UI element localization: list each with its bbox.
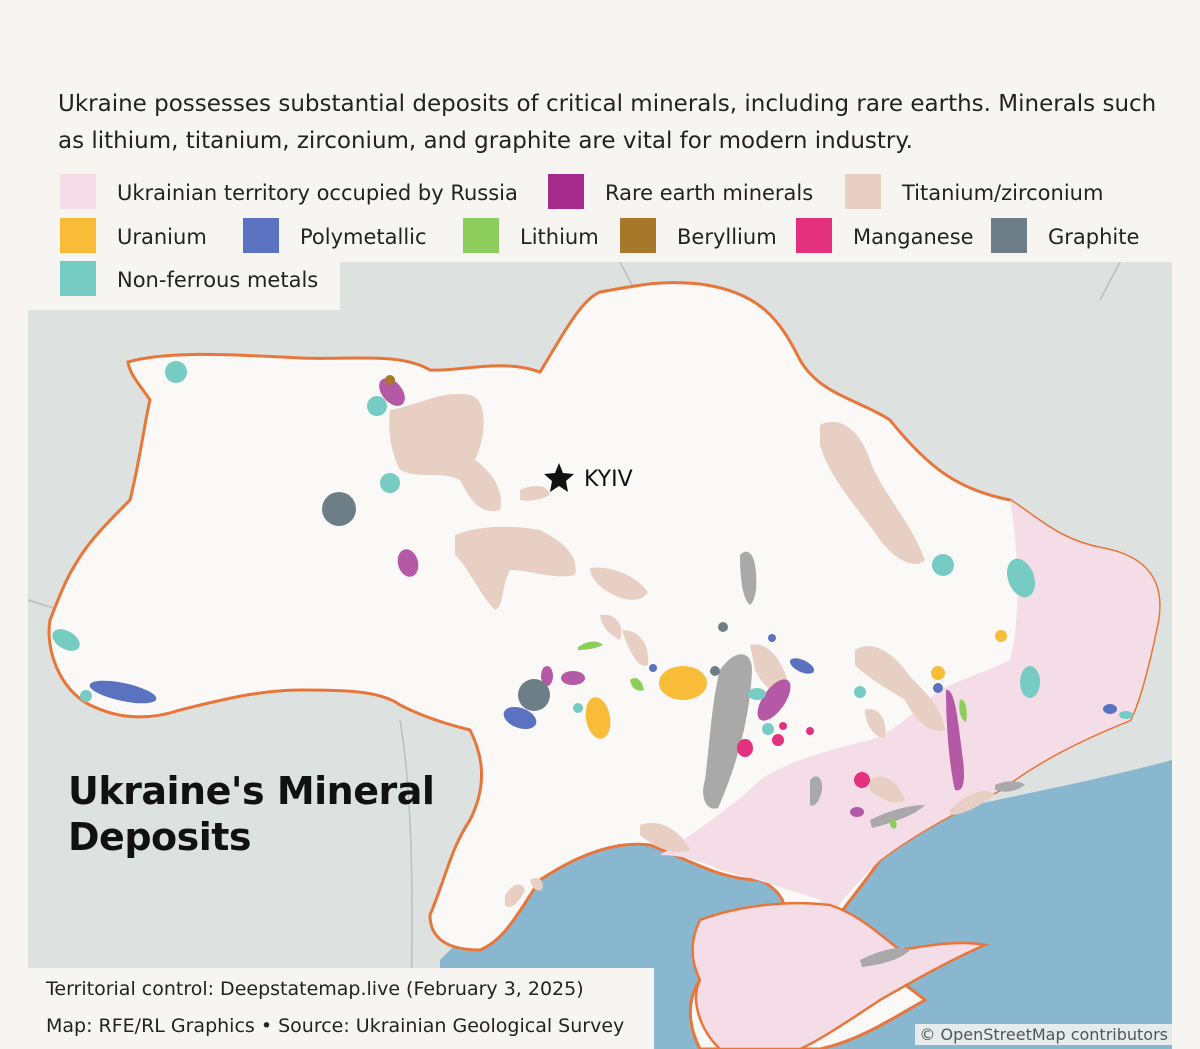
map-title-line1: Ukraine's Mineral — [68, 769, 435, 813]
manganese-deposits — [737, 722, 870, 788]
legend-swatch-titanium-zirconium — [845, 174, 881, 209]
uranium-deposits — [585, 630, 1007, 739]
legend-label-beryllium: Beryllium — [677, 225, 777, 249]
polymetallic-deposits — [89, 634, 1117, 730]
kyiv-label: KYIV — [584, 467, 633, 492]
legend-label-titanium-zirconium: Titanium/zirconium — [901, 181, 1103, 205]
legend-label-lithium: Lithium — [520, 225, 599, 249]
legend-swatch-rare-earth-minerals — [548, 174, 584, 209]
legend-label-ukrainian-territory-occupied-by-russia: Ukrainian territory occupied by Russia — [117, 181, 518, 205]
legend-swatch-beryllium — [620, 218, 656, 253]
legend-label-rare-earth-minerals: Rare earth minerals — [605, 181, 813, 205]
lithium-deposits — [578, 641, 967, 829]
legend-label-manganese: Manganese — [853, 225, 974, 249]
star-icon — [544, 463, 574, 492]
legend-swatch-lithium — [463, 218, 499, 253]
source-line-credits: Map: RFE/RL Graphics • Source: Ukrainian… — [46, 1015, 625, 1037]
osm-attribution: © OpenStreetMap contributors — [915, 1024, 1172, 1045]
graphite-deposits — [322, 492, 728, 711]
source-panel: Territorial control: Deepstatemap.live (… — [28, 968, 654, 1049]
occupied-east — [660, 500, 1160, 920]
kyiv-marker: KYIV — [544, 463, 633, 492]
legend-label-uranium: Uranium — [117, 225, 207, 249]
legend-swatch-uranium — [60, 218, 96, 253]
rare-earth-deposits — [379, 378, 965, 817]
beryllium-deposit — [385, 375, 395, 385]
legend: Ukrainian territory occupied by Russia Ra… — [60, 174, 1139, 296]
non-ferrous-deposits — [52, 361, 1133, 735]
crimea — [691, 901, 990, 1049]
legend-swatch-graphite — [991, 218, 1027, 253]
source-line-territorial: Territorial control: Deepstatemap.live (… — [46, 978, 584, 1000]
neighbor-borders — [27, 261, 1121, 1049]
map-title: Ukraine's Mineral Deposits — [68, 768, 435, 860]
legend-label-non-ferrous-metals: Non-ferrous metals — [117, 268, 318, 292]
legend-swatch-ukrainian-territory-occupied-by-russia — [60, 174, 96, 209]
legend-swatch-manganese — [796, 218, 832, 253]
legend-swatch-polymetallic — [243, 218, 279, 253]
legend-label-polymetallic: Polymetallic — [300, 225, 427, 249]
intro-text: Ukraine possesses substantial deposits o… — [58, 91, 1157, 154]
legend-swatch-non-ferrous-metals — [60, 261, 96, 296]
gray-deposits — [703, 551, 1025, 967]
map-title-line2: Deposits — [68, 815, 252, 859]
legend-label-graphite: Graphite — [1048, 225, 1139, 249]
